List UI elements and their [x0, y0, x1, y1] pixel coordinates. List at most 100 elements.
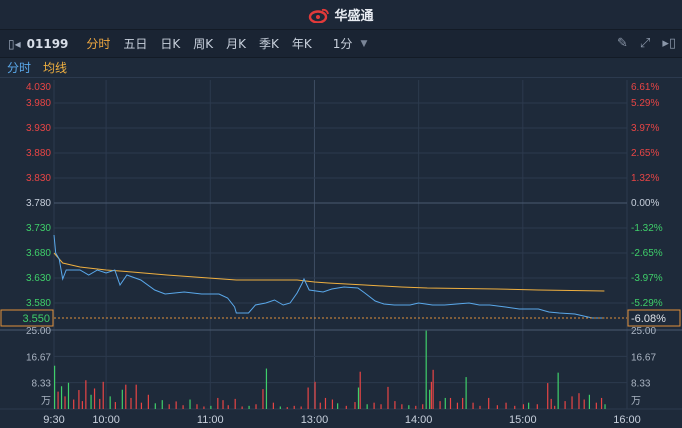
volume-bar [293, 405, 295, 409]
volume-bar [64, 396, 66, 409]
volume-bar [514, 405, 516, 409]
volume-bar [175, 401, 177, 409]
volume-bar [78, 390, 80, 409]
volume-bar [93, 388, 96, 409]
legend-average: 均线 [43, 61, 68, 75]
volume-bar [496, 405, 498, 409]
time-tick-label: 13:00 [301, 414, 329, 426]
tab-quarterly-k[interactable]: 季K [259, 37, 279, 51]
price-tick-label: 3.780 [26, 198, 51, 209]
price-tick-label: 3.980 [26, 98, 51, 109]
volume-bar [366, 404, 368, 409]
tab-five-day[interactable]: 五日 [123, 37, 148, 51]
volume-bar [536, 404, 538, 409]
time-tick-label: 9:30 [43, 414, 64, 426]
volume-bar [57, 391, 59, 409]
percent-tick-label: 6.61% [631, 82, 659, 93]
percent-tick-label: 3.97% [631, 123, 659, 134]
volume-bar [222, 400, 224, 409]
volume-bar [595, 402, 597, 409]
volume-bar [394, 401, 396, 409]
volume-bar [189, 399, 191, 409]
volume-bar [554, 405, 556, 409]
volume-bar [125, 384, 127, 409]
volume-bar [109, 396, 111, 409]
legend-price: 分时 [7, 61, 32, 75]
volume-bar [255, 404, 257, 409]
time-tick-label: 15:00 [509, 414, 537, 426]
volume-bar [324, 397, 327, 409]
volume-bar [286, 407, 288, 409]
volume-bar [196, 404, 198, 409]
volume-bar [337, 403, 339, 409]
current-change-box [627, 309, 681, 327]
time-tick-label: 16:00 [613, 414, 641, 426]
price-tick-label: 3.880 [26, 148, 51, 159]
volume-bar [102, 381, 104, 409]
volume-bar [604, 404, 606, 409]
volume-bar [479, 405, 481, 409]
volume-bar [505, 402, 507, 409]
expand-right-icon[interactable]: ▸▯ [662, 36, 676, 51]
volume-bar [307, 387, 309, 409]
volume-bar [262, 389, 264, 409]
percent-tick-label: 5.29% [631, 98, 659, 109]
volume-bar [203, 406, 205, 409]
volume-bar [583, 399, 585, 409]
volume-unit-label-right: 万 [631, 396, 641, 407]
tab-daily-k[interactable]: 日K [160, 37, 181, 51]
volume-bar [248, 405, 250, 409]
volume-bar [547, 383, 549, 409]
volume-bar [429, 389, 431, 409]
fullscreen-icon[interactable]: ⤢ [639, 36, 651, 51]
collapse-left-icon[interactable]: ▯◂ [8, 36, 21, 51]
chart-toolbar: ▯◂ 01199 分时 五日 日K 周K 月K 季K 年K 1分 ▼ ✎ ⤢ ▸… [0, 30, 682, 58]
volume-bar [300, 406, 302, 409]
price-tick-label: 3.580 [26, 298, 51, 309]
period-dropdown[interactable]: 1分 ▼ [333, 35, 368, 52]
volume-bar [432, 369, 434, 409]
volume-bar [449, 397, 452, 409]
volume-bar [168, 404, 170, 409]
price-tick-label: 3.680 [26, 248, 51, 259]
percent-tick-label: -3.97% [631, 273, 663, 284]
pencil-icon[interactable]: ✎ [617, 36, 628, 51]
volume-tick-label-right: 16.67 [631, 352, 656, 363]
price-tick-label: 3.730 [26, 223, 51, 234]
volume-bar [462, 397, 464, 409]
volume-bar [550, 398, 552, 409]
volume-bar [488, 397, 490, 409]
volume-bar [241, 406, 243, 409]
volume-bar [217, 397, 219, 409]
volume-bar [99, 398, 101, 409]
volume-tick-label: 25.00 [26, 326, 51, 337]
volume-bar [430, 381, 432, 409]
price-tick-label: 3.630 [26, 273, 51, 284]
percent-tick-label: 0.00% [631, 198, 659, 209]
volume-bar [73, 399, 75, 409]
volume-bar [272, 402, 274, 409]
tab-weekly-k[interactable]: 周K [193, 37, 214, 51]
volume-bar [90, 394, 92, 409]
volume-unit-label: 万 [41, 396, 51, 407]
price-tick-label: 4.030 [26, 82, 51, 93]
volume-bar [373, 402, 375, 409]
volume-bar [528, 402, 530, 409]
time-tick-label: 14:00 [405, 414, 433, 426]
volume-bar [439, 401, 441, 409]
volume-bar [401, 404, 403, 409]
percent-tick-label: 1.32% [631, 173, 659, 184]
volume-bar [161, 400, 163, 409]
volume-bar [600, 397, 603, 409]
brand-logo: 华盛通 [308, 5, 374, 24]
tab-intraday[interactable]: 分时 [86, 37, 111, 51]
tab-yearly-k[interactable]: 年K [291, 37, 312, 51]
volume-bar [387, 386, 389, 409]
price-line [53, 234, 605, 319]
tab-monthly-k[interactable]: 月K [226, 37, 247, 51]
volume-bar [227, 405, 229, 409]
volume-bar [522, 404, 525, 409]
price-tick-label: 3.930 [26, 123, 51, 134]
time-tick-label: 11:00 [197, 414, 224, 426]
